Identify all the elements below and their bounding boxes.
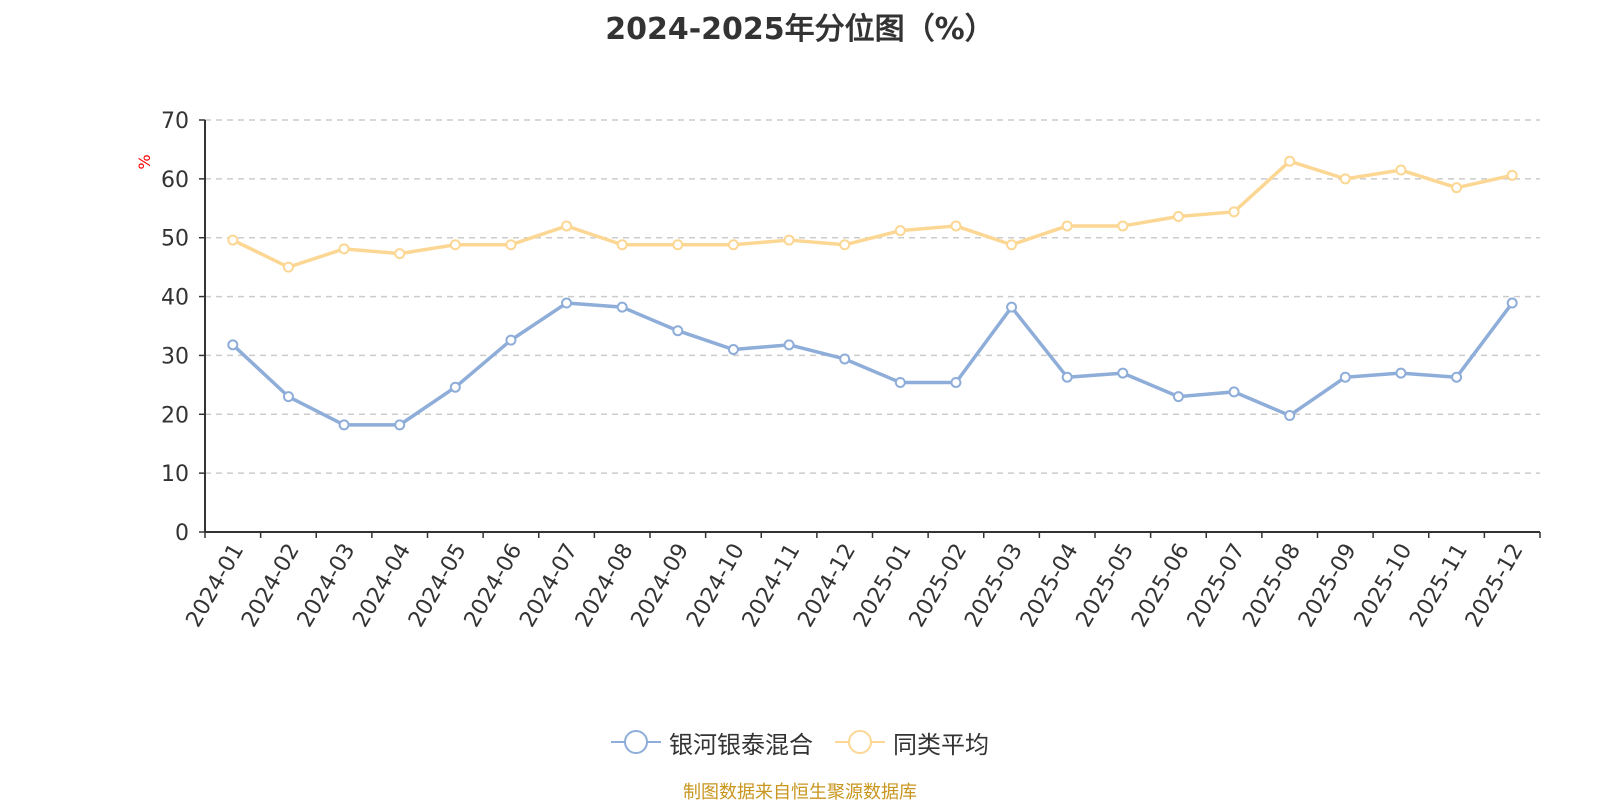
legend-item-1[interactable]: 银河银泰混合 [611,725,813,760]
data-point [1395,367,1407,379]
data-point [1117,367,1129,379]
series-layer [227,155,1518,431]
data-point [839,353,851,365]
y-tick-label: 10 [161,462,189,487]
data-point [1172,391,1184,403]
data-point [616,239,628,251]
y-tick-label: 40 [161,286,189,311]
data-point [672,239,684,251]
data-point [338,243,350,255]
legend-marker-icon [611,730,661,754]
data-point [227,339,239,351]
data-point [227,234,239,246]
data-point [1506,297,1518,309]
data-point [783,234,795,246]
grid-lines [205,119,1540,474]
data-point [1284,155,1296,167]
data-point [1172,211,1184,223]
y-tick-label: 50 [161,227,189,252]
data-point [1228,206,1240,218]
data-point [1451,371,1463,383]
data-point [1395,164,1407,176]
y-tick-label: 0 [175,521,189,546]
data-point [1339,173,1351,185]
data-point [1117,220,1129,232]
data-point [950,377,962,389]
legend: 银河银泰混合 同类平均 [0,722,1600,762]
data-point [282,391,294,403]
data-point [1339,371,1351,383]
data-point [505,334,517,346]
data-point [449,239,461,251]
data-point [783,339,795,351]
data-point [1061,371,1073,383]
legend-label: 银河银泰混合 [669,730,813,759]
data-point [282,261,294,273]
data-point [727,344,739,356]
data-point [449,381,461,393]
legend-item-2[interactable]: 同类平均 [835,725,989,760]
data-point [616,301,628,313]
series-1 [227,297,1518,431]
data-point [894,377,906,389]
data-point [950,220,962,232]
data-point [1006,239,1018,251]
data-point [338,419,350,431]
data-point [505,239,517,251]
data-point [1006,301,1018,313]
data-point [839,239,851,251]
data-point [1061,220,1073,232]
data-point [1284,409,1296,421]
chart-title: 2024-2025年分位图（%） [605,12,995,47]
data-point [894,225,906,237]
legend-marker-icon [835,730,885,754]
data-point [394,419,406,431]
axes: 0102030405060702024-012024-022024-032024… [161,109,1541,632]
series-2 [227,155,1518,273]
y-tick-label: 20 [161,403,189,428]
data-point [561,220,573,232]
y-tick-label: 60 [161,168,189,193]
series-line [232,159,1513,269]
series-line [231,301,1514,427]
y-tick-label: 70 [161,109,189,134]
data-point [1451,182,1463,194]
legend-label: 同类平均 [893,730,989,759]
data-point [1228,386,1240,398]
y-axis-unit-label: % [135,154,154,169]
data-point [727,239,739,251]
data-point [1506,169,1518,181]
y-tick-label: 30 [161,344,189,369]
source-note: 制图数据来自恒生聚源数据库 [683,782,917,803]
data-point [672,325,684,337]
data-point [561,297,573,309]
data-point [394,248,406,260]
